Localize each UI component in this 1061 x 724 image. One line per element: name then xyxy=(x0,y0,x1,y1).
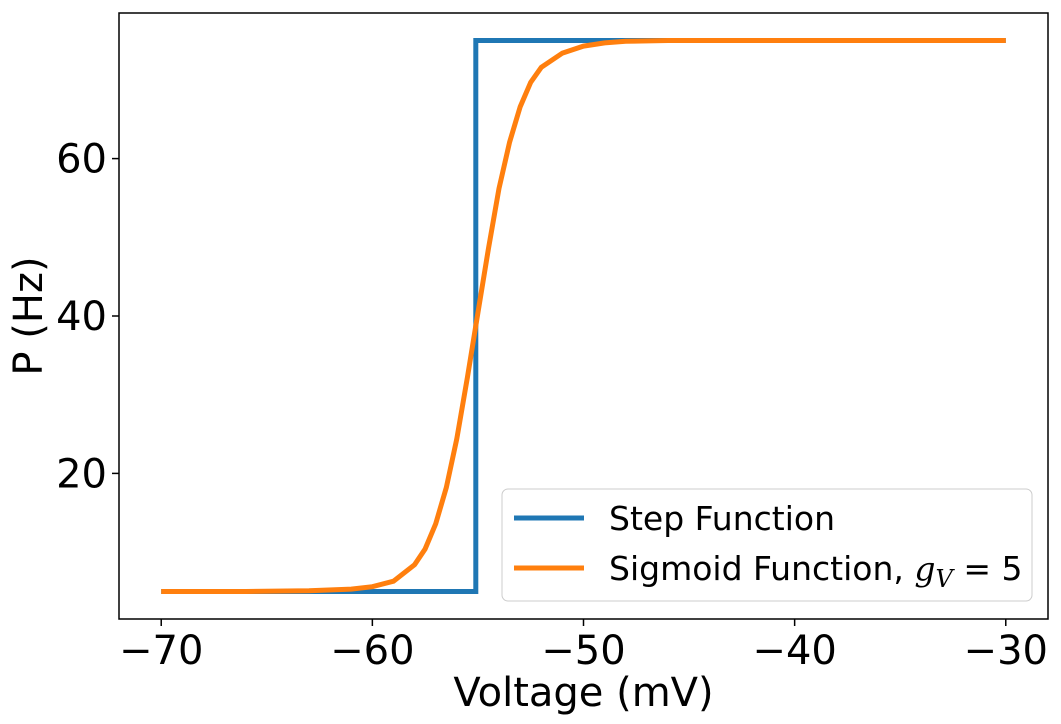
x-tick-label: −60 xyxy=(330,628,414,674)
x-axis: −70 −60 −50 −40 −30 xyxy=(119,619,1048,674)
x-tick-label: −40 xyxy=(752,628,836,674)
y-tick-label: 60 xyxy=(56,137,107,183)
legend-entry-label: Sigmoid Function, gV = 5 xyxy=(609,549,1022,593)
legend-box xyxy=(501,488,1033,602)
x-tick-label: −70 xyxy=(119,628,203,674)
legend-entry-label: Step Function xyxy=(609,499,835,538)
y-tick-label: 20 xyxy=(56,451,107,497)
legend: Step Function Sigmoid Function, gV = 5 xyxy=(501,488,1033,602)
x-tick-label: −30 xyxy=(964,628,1048,674)
x-axis-label: Voltage (mV) xyxy=(453,670,713,716)
series-layer xyxy=(161,38,1006,594)
y-axis-label: P (Hz) xyxy=(6,256,52,375)
series-line-sigmoid-function xyxy=(161,38,1006,594)
x-tick-label: −50 xyxy=(541,628,625,674)
y-tick-label: 40 xyxy=(56,294,107,340)
y-axis: 20 40 60 xyxy=(56,137,119,497)
